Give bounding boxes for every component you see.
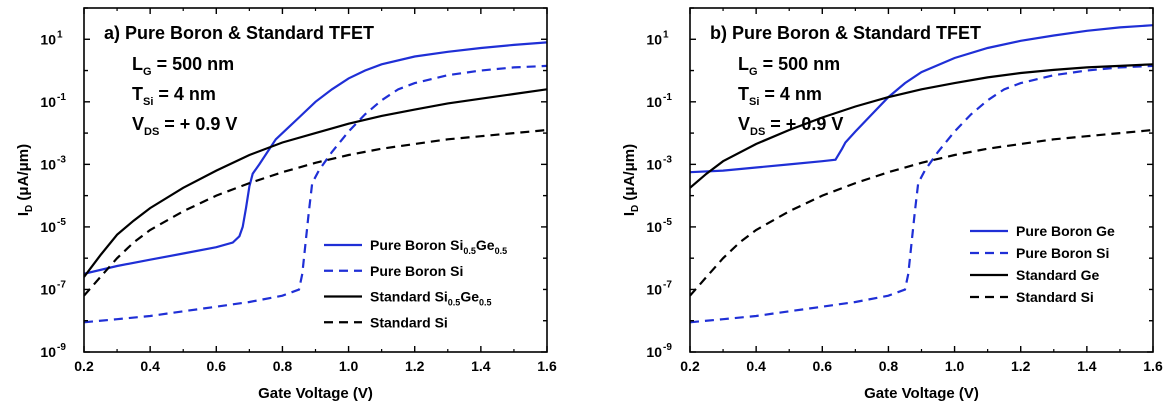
legend-entry: Standard Ge — [1016, 267, 1099, 283]
x-tick-label: 1.6 — [537, 358, 557, 374]
y-tick-label: 10 — [646, 94, 662, 110]
y-tick-label: 10 — [40, 219, 56, 235]
y-tick-exponent: -9 — [663, 342, 672, 353]
chart-panel-b: 0.2 0.4 0.6 0.8 1.0 1.2 1.4 1.610 110 -110 -310 -51… — [621, 7, 1163, 402]
parameter-annotation: LG = 500 nm — [132, 54, 234, 78]
y-tick-label: 10 — [646, 156, 662, 172]
y-tick-label: 10 — [40, 94, 56, 110]
x-axis-label: Gate Voltage (V) — [258, 385, 373, 402]
legend-entry: Pure Boron Si — [370, 263, 463, 279]
y-tick-label: 10 — [646, 281, 662, 297]
y-tick-exponent: -5 — [663, 217, 672, 228]
series-line-4 — [84, 128, 547, 297]
y-tick-exponent: 1 — [663, 29, 669, 40]
y-tick-exponent: -1 — [663, 92, 672, 103]
series-line-1 — [84, 41, 547, 275]
x-tick-label: 0.6 — [207, 358, 227, 374]
parameter-annotation: TSi = 4 nm — [132, 84, 216, 108]
legend: Pure Boron Ge Pure Boron Si Standard Ge Sta… — [964, 215, 1149, 315]
legend-entry: Pure Boron Si0.5Ge0.5 — [370, 237, 507, 256]
x-tick-label: 0.2 — [74, 358, 94, 374]
y-tick-label: 10 — [646, 344, 662, 360]
legend-entry: Standard Si0.5Ge0.5 — [370, 289, 492, 308]
y-tick-exponent: -9 — [57, 342, 66, 353]
y-tick-exponent: -7 — [57, 279, 66, 290]
y-tick-exponent: -7 — [663, 279, 672, 290]
y-tick-exponent: -3 — [57, 154, 66, 165]
legend-entry: Standard Si — [1016, 289, 1094, 305]
x-tick-label: 0.8 — [273, 358, 293, 374]
legend-entry: Standard Si — [370, 314, 448, 330]
series-line-3 — [84, 88, 547, 278]
legend-entry: Pure Boron Ge — [1016, 223, 1115, 239]
y-tick-exponent: 1 — [57, 29, 63, 40]
x-tick-label: 0.2 — [680, 358, 700, 374]
x-tick-label: 0.4 — [746, 358, 766, 374]
y-tick-label: 10 — [646, 219, 662, 235]
y-tick-label: 10 — [646, 31, 662, 47]
series-line-2 — [690, 64, 1153, 324]
x-axis-label: Gate Voltage (V) — [864, 385, 979, 402]
y-tick-label: 10 — [40, 281, 56, 297]
x-tick-label: 1.4 — [1077, 358, 1097, 374]
x-tick-label: 1.2 — [405, 358, 425, 374]
parameter-annotation: TSi = 4 nm — [738, 84, 822, 108]
y-tick-label: 10 — [40, 156, 56, 172]
chart-panel-a: 0.2 0.4 0.6 0.8 1.0 1.2 1.4 1.610 110 -110 -310 -51… — [15, 7, 557, 402]
legend: Pure Boron Si0.5Ge0.5 Pure Boron Si Standa… — [318, 229, 543, 344]
x-tick-label: 1.0 — [945, 358, 965, 374]
x-tick-label: 0.4 — [140, 358, 160, 374]
x-tick-label: 1.0 — [339, 358, 359, 374]
panel-title: a) Pure Boron & Standard TFET — [104, 23, 374, 43]
y-tick-exponent: -3 — [663, 154, 672, 165]
y-tick-label: 10 — [40, 344, 56, 360]
series-line-2 — [84, 64, 547, 324]
parameter-annotation: VDS = + 0.9 V — [738, 114, 843, 138]
x-tick-label: 1.4 — [471, 358, 491, 374]
series-line-1 — [690, 24, 1153, 174]
y-axis-label: ID (μA/μm) — [15, 144, 35, 216]
parameter-annotation: LG = 500 nm — [738, 54, 840, 78]
x-tick-label: 0.6 — [813, 358, 833, 374]
y-tick-exponent: -1 — [57, 92, 66, 103]
x-tick-label: 1.2 — [1011, 358, 1031, 374]
y-axis-label: ID (μA/μm) — [621, 144, 641, 216]
y-tick-exponent: -5 — [57, 217, 66, 228]
series-line-3 — [690, 63, 1153, 189]
parameter-annotation: VDS = + 0.9 V — [132, 114, 237, 138]
legend-entry: Pure Boron Si — [1016, 245, 1109, 261]
legend-background — [318, 229, 543, 344]
panel-title: b) Pure Boron & Standard TFET — [710, 23, 981, 43]
series-line-4 — [690, 128, 1153, 297]
y-tick-label: 10 — [40, 31, 56, 47]
x-tick-label: 1.6 — [1143, 358, 1163, 374]
x-tick-label: 0.8 — [879, 358, 899, 374]
